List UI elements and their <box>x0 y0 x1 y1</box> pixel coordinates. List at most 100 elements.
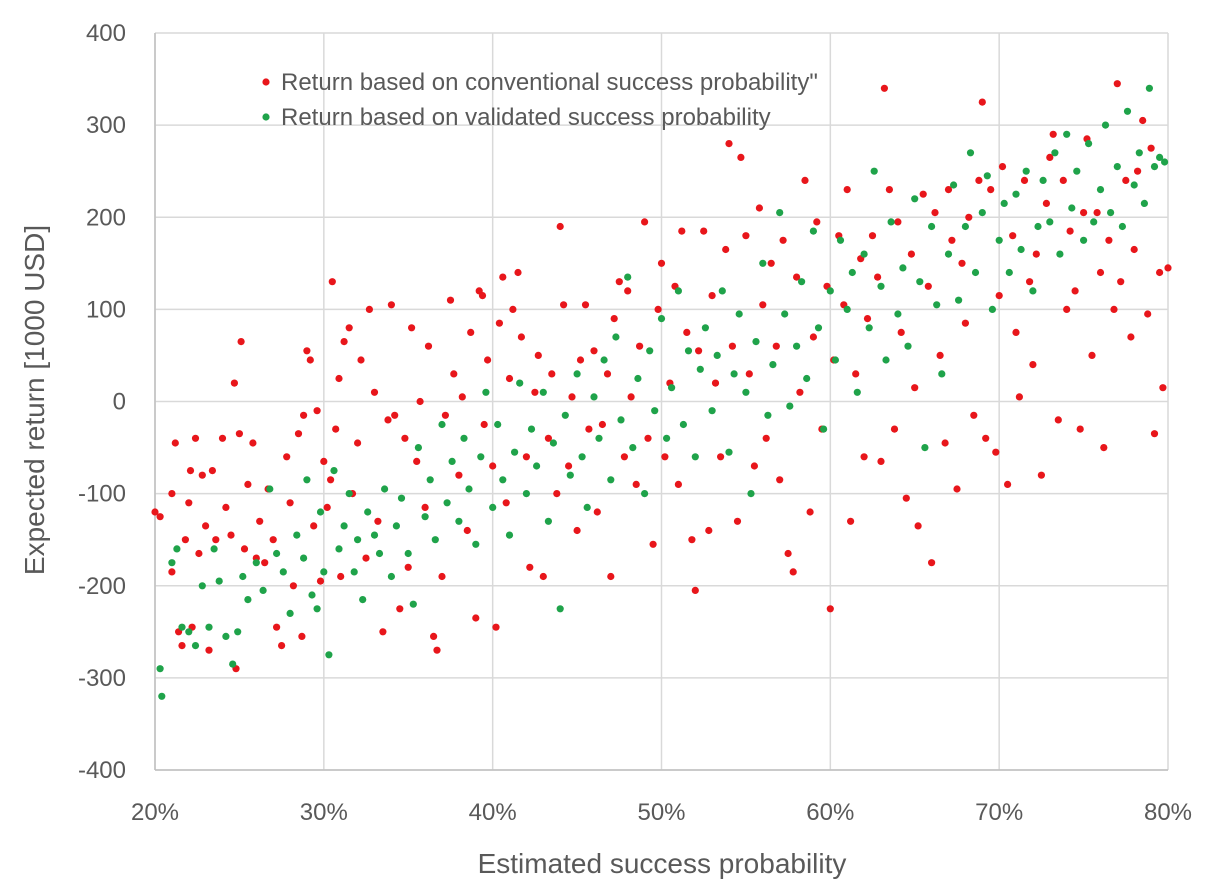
data-point <box>1063 305 1071 313</box>
data-point <box>448 457 456 465</box>
data-point <box>1029 361 1037 369</box>
data-point <box>286 499 294 507</box>
data-point <box>931 209 939 217</box>
data-point <box>890 425 899 433</box>
data-point <box>725 448 733 456</box>
data-point <box>725 140 733 148</box>
data-point <box>522 490 531 498</box>
data-point <box>310 522 318 530</box>
data-point <box>992 448 1000 456</box>
data-point <box>443 499 451 507</box>
data-point <box>1046 218 1054 226</box>
data-point <box>1134 167 1142 175</box>
data-point <box>632 480 640 488</box>
data-point <box>975 176 983 184</box>
series-validated <box>156 84 1169 700</box>
data-point <box>759 259 767 267</box>
data-point <box>505 374 514 383</box>
data-point <box>185 628 193 636</box>
data-point <box>607 476 615 484</box>
data-point <box>505 531 514 539</box>
data-point <box>364 508 372 516</box>
data-point <box>776 476 784 484</box>
data-point <box>509 305 517 313</box>
data-point <box>553 490 561 498</box>
data-point <box>306 356 314 364</box>
data-point <box>852 370 860 378</box>
data-point <box>499 273 507 281</box>
data-point <box>544 434 553 442</box>
data-point <box>531 388 539 396</box>
data-point <box>430 632 438 641</box>
data-point <box>259 586 267 595</box>
data-point <box>391 411 399 419</box>
data-point <box>1042 199 1050 207</box>
data-point <box>1123 107 1132 115</box>
data-point <box>1135 149 1143 157</box>
data-point <box>747 490 755 498</box>
data-point <box>298 632 306 641</box>
data-point <box>970 411 978 419</box>
data-point <box>691 453 699 461</box>
data-point <box>636 342 644 350</box>
data-point <box>438 572 446 581</box>
data-point <box>1009 232 1017 240</box>
data-point <box>767 259 775 267</box>
data-point <box>894 218 902 226</box>
data-point <box>438 420 446 429</box>
data-point <box>446 296 455 304</box>
data-point <box>1063 130 1071 138</box>
data-point <box>752 338 760 346</box>
legend: Return based on conventional success pro… <box>262 69 818 131</box>
data-point <box>409 600 417 608</box>
data-point <box>168 568 176 576</box>
data-point <box>663 434 671 442</box>
data-point <box>629 444 637 452</box>
data-point <box>1164 264 1172 272</box>
data-point <box>1093 209 1101 217</box>
data-point <box>728 342 737 350</box>
data-point <box>1156 268 1164 277</box>
data-point <box>696 365 704 373</box>
data-point <box>1130 181 1138 189</box>
data-point <box>230 379 238 387</box>
data-point <box>868 232 877 240</box>
data-point <box>772 342 780 350</box>
data-point <box>1110 305 1118 313</box>
series-conventional <box>151 80 1172 673</box>
data-point <box>278 642 286 650</box>
data-point <box>1046 153 1054 161</box>
data-point <box>484 356 492 364</box>
data-point <box>988 305 997 313</box>
data-point <box>610 315 618 323</box>
data-point <box>205 646 213 654</box>
data-point <box>793 273 801 281</box>
data-point <box>499 476 507 484</box>
data-point <box>202 522 210 530</box>
data-point <box>786 402 794 410</box>
data-point <box>229 660 237 668</box>
data-point <box>882 356 890 364</box>
data-point <box>590 393 598 401</box>
data-point <box>1066 227 1074 235</box>
data-point <box>1026 278 1034 286</box>
data-point <box>1039 176 1047 184</box>
data-point <box>598 420 607 429</box>
data-point <box>178 642 186 650</box>
data-point <box>387 572 395 581</box>
data-point <box>781 310 789 318</box>
data-point <box>755 204 764 212</box>
data-point <box>1015 393 1024 401</box>
data-point <box>603 370 612 378</box>
data-point <box>256 517 264 525</box>
data-point <box>971 268 980 277</box>
y-tick-label: -100 <box>78 481 126 508</box>
data-point <box>607 572 615 581</box>
data-point <box>617 416 625 424</box>
data-point <box>938 370 946 378</box>
data-point <box>458 393 466 401</box>
data-point <box>195 549 203 558</box>
data-point <box>548 370 556 378</box>
data-point <box>911 384 919 392</box>
data-point <box>477 453 485 461</box>
